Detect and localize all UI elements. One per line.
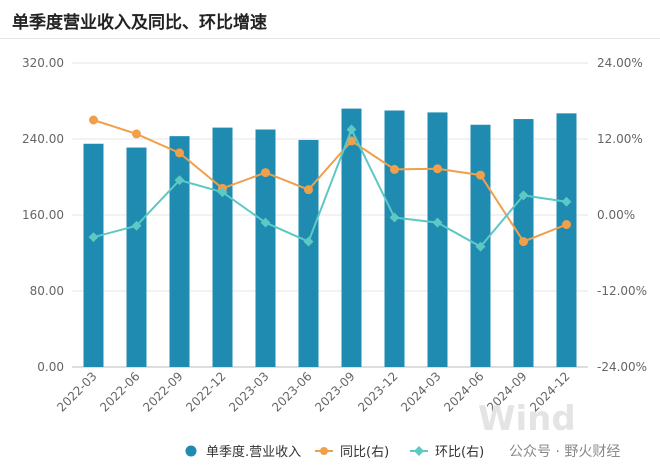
right-axis-ticks: -24.00% -12.00% 0.00% 12.00% 24.00% — [597, 56, 647, 374]
bar[interactable] — [556, 113, 577, 367]
x-tick-label: 2023-06 — [269, 369, 314, 414]
qoq-point[interactable] — [131, 220, 142, 231]
legend-bar-marker[interactable] — [185, 445, 197, 457]
left-tick-label: 240.00 — [22, 132, 64, 146]
legend-yoy-label: 同比(右) — [340, 445, 389, 460]
legend-yoy-marker[interactable] — [320, 447, 328, 455]
qoq-point[interactable] — [475, 241, 486, 252]
x-tick-label: 2022-06 — [97, 369, 142, 414]
bar[interactable] — [384, 110, 405, 368]
qoq-point[interactable] — [303, 236, 314, 247]
chart-title: 单季度营业收入及同比、环比增速 — [12, 13, 267, 33]
yoy-line — [93, 119, 567, 243]
left-axis-ticks: 0.00 80.00 160.00 240.00 320.00 — [22, 56, 64, 374]
grid-lines — [72, 62, 588, 368]
yoy-point[interactable] — [347, 136, 356, 146]
bar[interactable] — [341, 108, 362, 367]
yoy-point[interactable] — [476, 170, 485, 180]
bar[interactable] — [212, 127, 233, 367]
qoq-point[interactable] — [432, 217, 443, 228]
legend: 单季度.营业收入 同比(右) 环比(右) — [185, 444, 484, 460]
x-tick-label: 2022-03 — [54, 369, 99, 414]
x-tick-label: 2023-09 — [312, 369, 357, 414]
qoq-point[interactable] — [389, 212, 400, 223]
left-tick-label: 320.00 — [22, 56, 64, 70]
bar[interactable] — [427, 112, 448, 368]
x-tick-label: 2022-09 — [140, 369, 185, 414]
yoy-point[interactable] — [89, 115, 98, 125]
qoq-point[interactable] — [561, 196, 572, 207]
right-tick-label: 12.00% — [597, 132, 643, 146]
title-divider — [0, 38, 660, 39]
legend-qoq-marker[interactable] — [414, 446, 424, 456]
yoy-point[interactable] — [132, 129, 141, 139]
watermark-text: 公众号 · 野火财经 — [509, 444, 620, 460]
yoy-point[interactable] — [175, 148, 184, 158]
qoq-point[interactable] — [518, 190, 529, 201]
right-tick-label: 24.00% — [597, 56, 643, 70]
bar[interactable] — [255, 129, 276, 368]
qoq-line — [93, 126, 567, 248]
qoq-point[interactable] — [174, 175, 185, 186]
watermark-wind: Wind — [478, 399, 576, 439]
bar[interactable] — [126, 147, 147, 367]
yoy-point[interactable] — [562, 220, 571, 229]
yoy-point[interactable] — [261, 168, 270, 178]
legend-qoq-label: 环比(右) — [435, 445, 484, 460]
qoq-point[interactable] — [217, 187, 228, 198]
qoq-point[interactable] — [88, 232, 99, 243]
yoy-point[interactable] — [304, 185, 313, 195]
bar-series — [83, 108, 577, 368]
x-tick-label: 2023-12 — [355, 369, 400, 414]
x-tick-label: 2023-03 — [226, 369, 271, 414]
bar[interactable] — [83, 143, 104, 367]
x-tick-label: 2022-12 — [183, 369, 228, 414]
right-tick-label: 0.00% — [597, 208, 635, 222]
yoy-point[interactable] — [519, 237, 528, 247]
left-tick-label: 0.00 — [37, 360, 64, 374]
line-series — [88, 115, 572, 252]
right-tick-label: -24.00% — [597, 360, 647, 374]
left-tick-label: 80.00 — [30, 284, 64, 298]
yoy-point[interactable] — [433, 164, 442, 174]
x-tick-label: 2024-03 — [398, 369, 443, 414]
bar[interactable] — [169, 136, 190, 367]
legend-bar-label: 单季度.营业收入 — [206, 444, 301, 460]
qoq-point[interactable] — [260, 217, 271, 228]
right-tick-label: -12.00% — [597, 284, 647, 298]
bar[interactable] — [298, 139, 319, 367]
yoy-point[interactable] — [390, 164, 399, 174]
left-tick-label: 160.00 — [22, 208, 64, 222]
